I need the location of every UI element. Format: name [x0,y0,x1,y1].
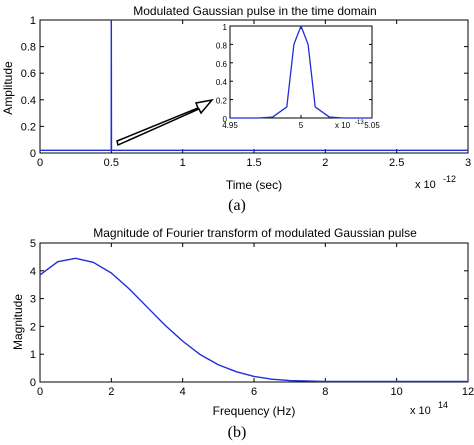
inset-xtick-label: 5.05 [364,121,380,130]
inset-plot-area [229,25,373,119]
inset-xtick-label: 5 [299,121,304,130]
chart-b-xtick-label: 2 [108,386,114,398]
chart-b-ytick-label: 0 [30,377,36,389]
inset-ytick-label: 0.4 [216,78,228,87]
chart-a-xtick-label: 1.5 [246,157,261,169]
zoom-arrow [116,98,214,147]
chart-a-ytick-label: 0.2 [21,121,36,133]
chart-a-ytick-label: 0 [30,148,36,160]
chart-a-xtick-label: 3 [465,157,471,169]
inset-ytick-label: 1 [223,23,228,32]
caption-b: (b) [228,424,247,441]
inset-x-multiplier: x 10 [335,121,351,130]
chart-a-xtick-label: 2.5 [389,157,404,169]
chart-b-ytick-label: 5 [30,238,36,250]
chart-b-x-multiplier: x 10 [410,405,431,417]
inset-x-exponent: -13 [355,120,364,126]
chart-b-series-line [39,257,468,383]
chart-a-x-exponent: -12 [443,174,456,184]
chart-b-ylabel: Magnitude [11,294,25,350]
chart-b-ytick-label: 3 [30,294,36,306]
chart-b-x-exponent: 14 [438,400,448,410]
chart-a-ytick-label: 0.8 [21,42,36,54]
chart-a-xtick-label: 0.5 [104,157,119,169]
frequency-domain-chart: Magnitude of Fourier transform of modula… [11,226,474,441]
chart-a-xtick-label: 2 [322,157,328,169]
chart-a-xlabel: Time (sec) [226,178,282,192]
inset-xtick-label: 4.95 [222,121,238,130]
chart-b-xtick-label: 4 [180,386,186,398]
chart-b-xtick-label: 0 [37,386,43,398]
chart-b-title: Magnitude of Fourier transform of modula… [93,226,417,240]
chart-a-ytick-label: 0.4 [21,95,36,107]
inset-series-line [230,25,372,119]
inset-ytick-label: 0.6 [216,60,228,69]
zoom-inset: 4.95 5 5.05 0 0.2 0.4 0.6 0.8 1 x 10 -13 [216,23,380,130]
chart-b-xtick-label: 12 [462,386,474,398]
chart-b-xtick-label: 10 [391,386,403,398]
inset-ytick-label: 0 [223,115,228,124]
chart-a-ylabel: Amplitude [1,61,15,115]
chart-a-xtick-label: 1 [180,157,186,169]
chart-b-xtick-label: 8 [322,386,328,398]
chart-a-x-multiplier: x 10 [415,179,436,191]
chart-a-title: Modulated Gaussian pulse in the time dom… [133,4,376,18]
chart-b-ytick-label: 1 [30,349,36,361]
chart-b-ytick-label: 4 [30,266,36,278]
chart-a-xtick-label: 0 [37,157,43,169]
chart-a-series-line [40,19,468,152]
chart-a-ytick-label: 0.6 [21,68,36,80]
chart-b-xlabel: Frequency (Hz) [213,404,296,418]
chart-b-xtick-label: 6 [251,386,257,398]
inset-ytick-label: 0.2 [216,97,228,106]
chart-a-ytick-label: 1 [30,15,36,27]
caption-a: (a) [228,197,246,214]
zoom-arrow-shape [116,98,214,147]
chart-b-ytick-label: 2 [30,321,36,333]
inset-ytick-label: 0.8 [216,41,228,50]
chart-b-plot-area [39,242,469,383]
